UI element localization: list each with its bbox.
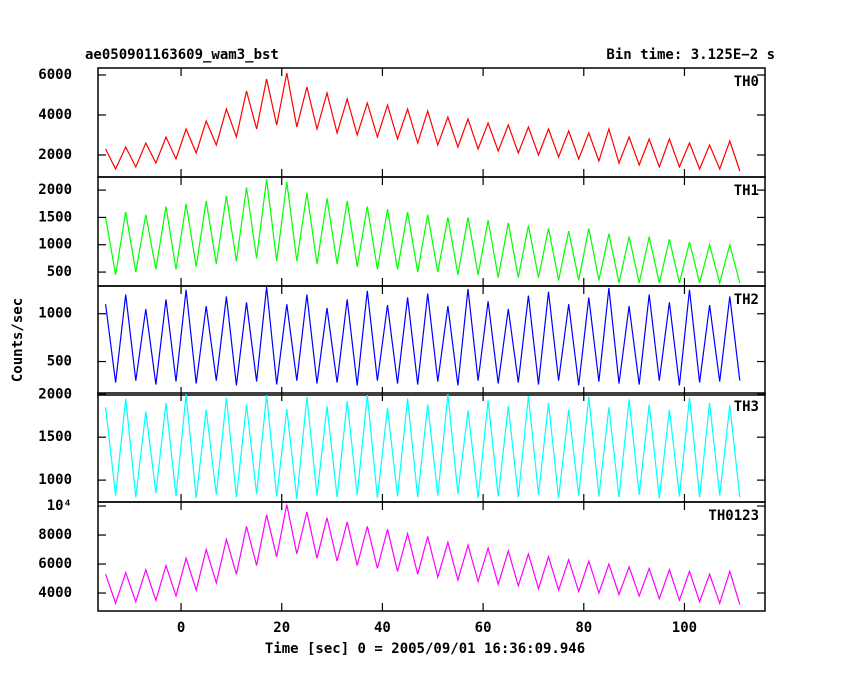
light-curve xyxy=(105,504,741,606)
y-tick-label: 10⁴ xyxy=(47,498,72,514)
x-tick-label: 60 xyxy=(475,620,492,636)
y-tick-label: 2000 xyxy=(38,182,72,198)
x-tick-label: 80 xyxy=(575,620,592,636)
y-tick-label: 500 xyxy=(47,354,72,370)
y-tick-label: 1500 xyxy=(38,209,72,225)
y-tick-label: 6000 xyxy=(38,556,72,572)
y-tick-label: 1500 xyxy=(38,429,72,445)
y-tick-label: 500 xyxy=(47,264,72,280)
panel-frame xyxy=(97,501,766,612)
x-tick-label: 100 xyxy=(672,620,697,636)
light-curve xyxy=(105,179,741,286)
y-tick-label: 2000 xyxy=(38,147,72,163)
y-tick-label: 1000 xyxy=(38,472,72,488)
x-tick-label: 0 xyxy=(177,620,185,636)
panel-label: TH0123 xyxy=(708,508,759,524)
y-tick-label: 2000 xyxy=(38,386,72,402)
light-curve xyxy=(105,72,741,172)
panel-frame xyxy=(97,285,766,396)
light-curve xyxy=(105,286,741,386)
y-axis-label: Counts/sec xyxy=(10,298,26,382)
y-tick-label: 6000 xyxy=(38,67,72,83)
panel-label: TH3 xyxy=(734,399,759,415)
panel-label: TH0 xyxy=(734,74,759,90)
chart-title: ae050901163609_wam3_bst xyxy=(85,47,279,63)
x-tick-label: 20 xyxy=(273,620,290,636)
chart-subtitle: Bin time: 3.125E−2 s xyxy=(606,47,775,63)
light-curve xyxy=(105,394,741,500)
panel-label: TH1 xyxy=(734,183,759,199)
panel-label: TH2 xyxy=(734,292,759,308)
x-tick-label: 40 xyxy=(374,620,391,636)
y-tick-label: 1000 xyxy=(38,237,72,253)
x-axis-label: Time [sec] 0 = 2005/09/01 16:36:09.946 xyxy=(265,641,585,657)
y-tick-label: 8000 xyxy=(38,527,72,543)
y-tick-label: 4000 xyxy=(38,107,72,123)
y-tick-label: 1000 xyxy=(38,306,72,322)
y-tick-label: 4000 xyxy=(38,585,72,601)
